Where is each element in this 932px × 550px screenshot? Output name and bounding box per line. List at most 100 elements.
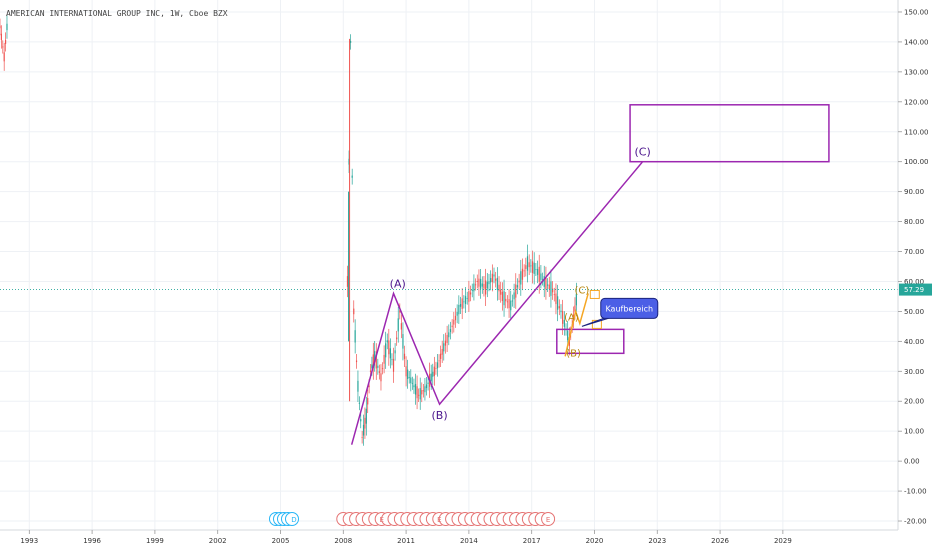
buy-zone-box[interactable]	[556, 328, 625, 355]
wave-label: (B)	[432, 409, 448, 422]
y-tick-label: 0.00	[904, 458, 920, 466]
candle-body	[414, 383, 417, 395]
candle-body	[521, 268, 524, 280]
sub-wave-label: (A)	[564, 312, 579, 323]
candle-body	[480, 278, 482, 289]
candle-body	[367, 398, 369, 405]
candle-body	[453, 319, 455, 325]
candle-body	[468, 291, 470, 302]
callout-box[interactable]	[600, 297, 659, 319]
candle-body	[416, 386, 418, 399]
y-tick-label: 20.00	[904, 398, 924, 406]
candle-body	[483, 283, 485, 289]
y-tick-label: 40.00	[904, 338, 924, 346]
candle-body	[350, 40, 352, 43]
earnings-event-label: E	[546, 516, 550, 524]
candle-body	[427, 382, 429, 384]
candle-body	[525, 265, 527, 269]
sub-wave-label: (B)	[566, 348, 581, 359]
candle-body	[418, 394, 420, 396]
y-tick-label: 120.00	[904, 98, 929, 106]
candle-body	[6, 23, 8, 31]
time-axis[interactable]: 1993 1996 1999 2002 2005 2008 2011 2014 2017 2020…	[0, 529, 932, 550]
callout-text: Kaufbereich	[605, 304, 653, 313]
candle-body	[459, 304, 462, 307]
candle-body	[380, 373, 382, 382]
candle-body	[510, 300, 512, 311]
candle-body	[458, 304, 460, 315]
candle-body	[548, 284, 550, 290]
price-axis[interactable]: 150.00 140.00 130.00 120.00 110.00 100.00 90.0…	[897, 0, 932, 550]
candle-body	[498, 284, 500, 292]
candle-body	[464, 296, 467, 304]
candle-body	[506, 301, 509, 303]
y-tick-label: 140.00	[904, 38, 929, 46]
candle-body	[381, 368, 384, 370]
candle-body	[526, 256, 529, 271]
candle-body	[478, 278, 480, 287]
candle-body	[562, 310, 564, 324]
candle-body	[443, 343, 445, 352]
candle-body	[543, 276, 545, 287]
candle-body	[563, 319, 565, 327]
candle-body	[355, 360, 358, 363]
candle-body	[530, 265, 532, 267]
price-candles	[0, 15, 577, 446]
candle-body	[520, 271, 522, 285]
candle-body	[422, 390, 424, 392]
candle-body	[501, 291, 503, 302]
candle-body	[441, 348, 443, 355]
dividend-event-icon[interactable]	[285, 512, 299, 526]
candle-body	[388, 340, 390, 355]
candle-body	[536, 268, 539, 275]
y-tick-label: 100.00	[904, 158, 929, 166]
candle-body	[375, 354, 377, 369]
candle-body	[456, 311, 458, 316]
chart-title: AMERICAN INTERNATIONAL GROUP INC, 1W, Cb…	[6, 9, 228, 18]
candle-body	[421, 390, 423, 395]
elliott-wave-drawings[interactable]: (A) (B) (C) (C) (A) (B) Kaufbereich	[350, 104, 830, 445]
sub-target-square[interactable]	[589, 289, 600, 299]
sub-wave-path[interactable]	[564, 293, 589, 357]
x-tick-label: 2029	[774, 537, 792, 545]
candle-body	[389, 348, 391, 359]
wave-label: (C)	[634, 146, 650, 159]
candle-body	[491, 273, 493, 283]
candle-body	[394, 350, 396, 354]
candle-body	[377, 365, 379, 368]
wave-abc-path[interactable]	[350, 161, 644, 445]
x-tick-label: 2011	[397, 537, 415, 545]
x-tick-label: 1993	[20, 537, 38, 545]
price-axis-bg	[898, 0, 932, 550]
candle-body	[374, 351, 376, 362]
candle-body	[535, 269, 537, 271]
candle-body	[550, 281, 552, 296]
candle-body	[505, 298, 507, 302]
candle-body	[555, 293, 557, 305]
earnings-event-icon[interactable]	[541, 512, 556, 526]
candle-body	[473, 283, 475, 292]
candle-body	[511, 300, 514, 302]
candle-body	[407, 369, 409, 379]
x-tick-label: 2002	[209, 537, 227, 545]
candle-body	[400, 323, 402, 330]
candle-body	[386, 340, 388, 343]
candle-body	[516, 285, 519, 288]
candle-body	[469, 292, 472, 295]
candle-body	[444, 340, 447, 346]
candle-body	[0, 33, 2, 41]
candle-body	[448, 332, 450, 338]
candle-body	[413, 385, 415, 388]
candle-body	[348, 158, 350, 165]
candle-body	[411, 382, 413, 384]
candle-body	[410, 377, 412, 384]
time-axis-bg	[0, 530, 932, 550]
target-zone-box[interactable]	[629, 104, 830, 163]
candle-body	[466, 297, 468, 299]
earnings-event-label: E	[379, 516, 383, 524]
candle-body	[358, 402, 360, 404]
last-price-tag	[899, 283, 932, 296]
candle-body	[461, 298, 463, 309]
